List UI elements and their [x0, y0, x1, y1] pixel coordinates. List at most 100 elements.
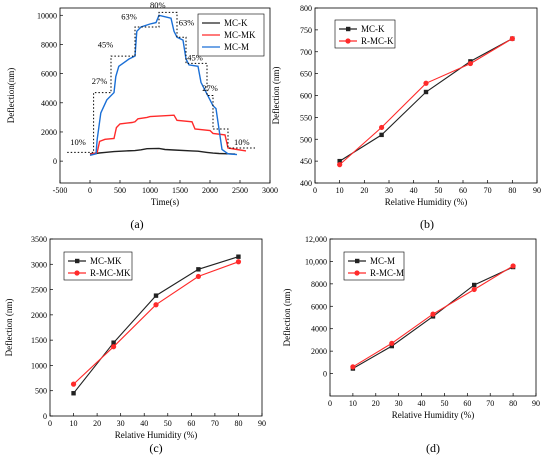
x-tick-label: 50 [164, 419, 172, 428]
humidity-annotation: 45% [187, 53, 203, 63]
x-tick-label: 60 [459, 186, 467, 195]
humidity-annotation: 63% [121, 12, 137, 22]
legend-marker [74, 270, 80, 276]
y-tick-label: 2000 [31, 311, 47, 320]
x-tick-label: 500 [114, 186, 126, 195]
data-point-mc-m [389, 343, 394, 349]
y-tick-label: 1000 [31, 361, 47, 370]
y-tick-label: 1500 [31, 336, 47, 345]
plot-frame [329, 238, 537, 397]
panel-caption: (b) [420, 217, 434, 231]
x-axis-label: Relative Humidity (%) [115, 430, 197, 440]
humidity-annotation: 63% [179, 18, 195, 28]
x-tick-label: 0 [313, 186, 317, 195]
legend-marker [355, 258, 360, 264]
x-tick-label: 60 [463, 399, 471, 408]
data-point-mc-mk [196, 267, 201, 272]
legend-label: MC-M [224, 42, 249, 52]
legend-box [334, 19, 396, 49]
x-tick-label: 40 [140, 419, 148, 428]
x-tick-label: 20 [372, 399, 380, 408]
legend-marker [75, 258, 80, 264]
y-tick-label: 2500 [31, 286, 47, 295]
y-tick-label: 4000 [41, 99, 57, 108]
legend-label: MC-K [361, 24, 385, 34]
x-tick-label: 30 [395, 399, 403, 408]
data-point-r-mc-m [471, 286, 477, 293]
y-tick-label: 2000 [41, 128, 57, 137]
y-tick-label: 400 [300, 179, 312, 188]
panel-caption: (d) [426, 441, 440, 455]
x-tick-label: 0 [48, 419, 52, 428]
data-point-r-mc-k [379, 124, 385, 131]
x-tick-label: 2000 [202, 186, 218, 195]
legend-label: MC-MK [224, 30, 256, 40]
x-tick-label: 40 [410, 186, 418, 195]
legend: MC-K R-MC-K [334, 19, 396, 49]
humidity-annotation: 10% [70, 137, 86, 147]
legend-label: MC-M [370, 256, 395, 266]
x-tick-label: 2500 [232, 186, 248, 195]
chart-3: 0 10 20 30 40 50 60 70 80 90 0 500 1000 1500 2000 2500 3… [4, 235, 266, 455]
y-tick-label: 12,000 [305, 235, 327, 244]
data-point-r-mc-m [510, 263, 516, 269]
humidity-annotation: 45% [98, 39, 114, 49]
x-tick-label: 90 [532, 399, 540, 408]
y-tick-label: 550 [300, 113, 312, 122]
y-tick-label: 8000 [311, 280, 327, 289]
x-tick-label: 70 [486, 399, 494, 408]
x-tick-label: 10 [70, 419, 78, 428]
y-axis-label: Deflection(nm) [6, 68, 16, 123]
x-tick-label: 80 [508, 186, 516, 195]
x-tick-label: 80 [234, 419, 242, 428]
y-tick-label: 600 [300, 92, 312, 101]
chart-1: -500 0 500 1000 1500 2000 2500 3000 0 2000 4000 600… [6, 0, 278, 231]
x-tick-label: 30 [385, 186, 393, 195]
legend-marker [346, 26, 351, 32]
x-tick-label: 0 [88, 186, 92, 195]
data-point-r-mc-m [350, 364, 356, 370]
x-axis-label: Relative Humidity (%) [392, 410, 474, 420]
y-tick-label: 450 [300, 157, 312, 166]
y-tick-label: 0 [43, 412, 47, 421]
legend: MC-M R-MC-M [343, 251, 405, 281]
panel-caption: (c) [149, 441, 162, 455]
legend-label: R-MC-K [361, 36, 394, 46]
legend-label: MC-K [224, 18, 248, 28]
data-point-r-mc-mk [235, 259, 242, 265]
data-point-mc-mk [153, 293, 159, 298]
legend-box [343, 251, 405, 281]
humidity-annotation: 27% [202, 83, 218, 93]
series-line-mc-k [339, 38, 513, 162]
y-tick-label: 4000 [311, 325, 327, 334]
y-tick-label: 500 [35, 387, 47, 396]
y-tick-label: 10,000 [305, 257, 327, 266]
x-tick-label: 0 [328, 399, 332, 408]
data-point-mc-mk [71, 391, 76, 396]
y-tick-label: 3500 [31, 235, 47, 244]
x-tick-label: 70 [484, 186, 492, 195]
y-tick-label: 10000 [37, 11, 57, 20]
x-tick-label: 50 [440, 399, 448, 408]
legend-label: R-MC-MK [90, 268, 131, 278]
y-tick-label: 6000 [311, 302, 327, 311]
series-line-mc-k [89, 147, 236, 155]
legend-label: R-MC-M [370, 268, 404, 278]
x-tick-label: 30 [117, 419, 125, 428]
humidity-annotation: 80% [150, 0, 166, 10]
y-tick-label: 500 [300, 135, 312, 144]
series-line-r-mc-k [339, 38, 513, 166]
y-tick-label: 700 [300, 48, 312, 57]
series-line-mc-mk [89, 114, 247, 156]
data-point-mc-k [379, 132, 384, 138]
y-tick-label: 6000 [41, 70, 57, 79]
data-point-r-mc-mk [70, 381, 77, 387]
data-point-mc-m [472, 282, 477, 288]
data-point-mc-mk [236, 254, 241, 259]
x-tick-label: 50 [434, 186, 442, 195]
data-point-r-mc-k [423, 80, 429, 86]
y-axis-label: Deflection (nm) [282, 289, 292, 347]
data-point-r-mc-mk [111, 344, 117, 350]
data-point-mc-mk [111, 340, 116, 345]
